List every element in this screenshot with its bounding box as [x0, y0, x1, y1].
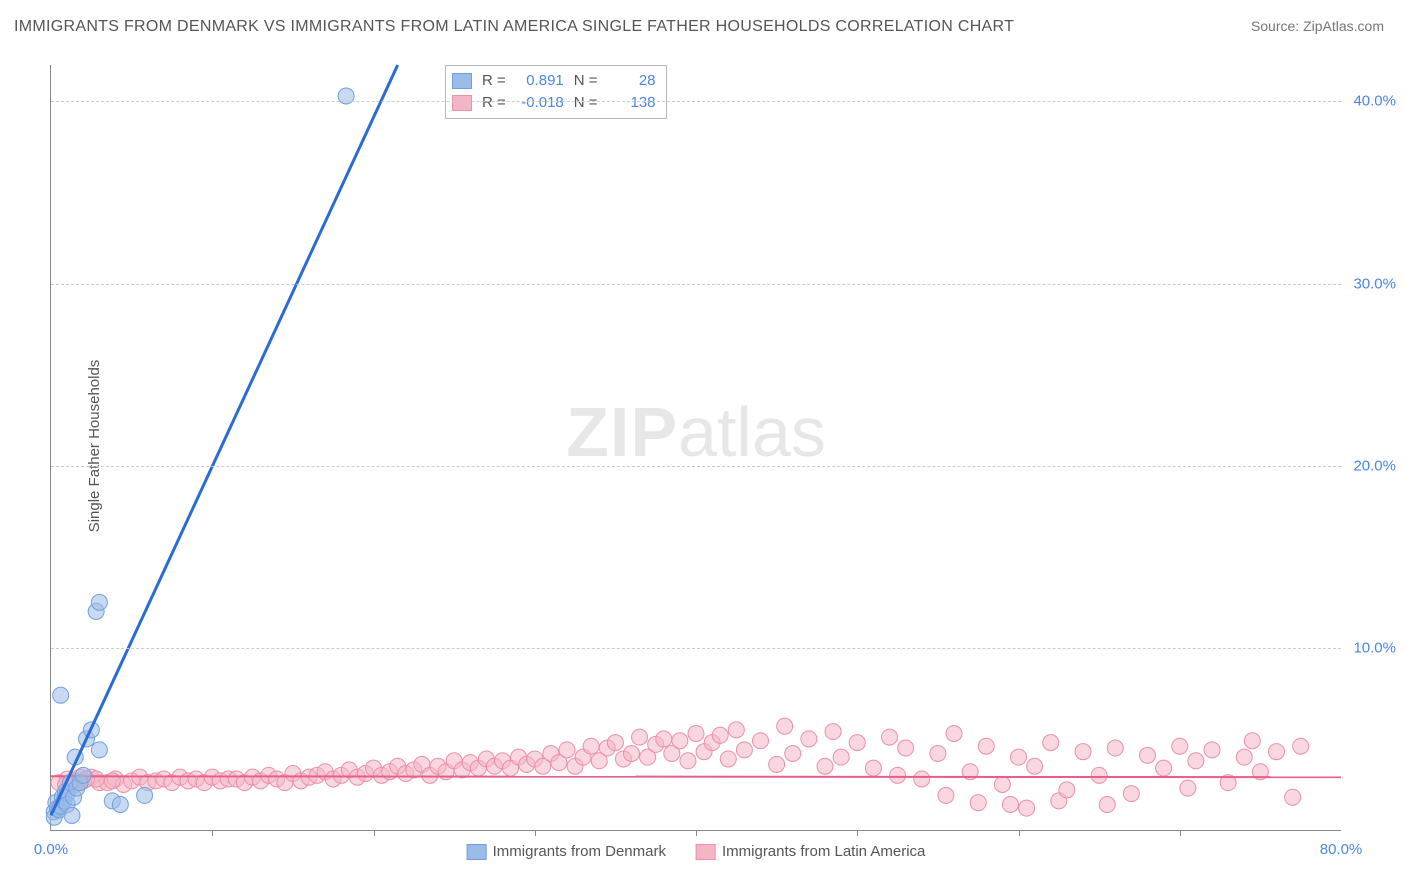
point-latin: [946, 725, 962, 741]
point-latin: [1204, 742, 1220, 758]
point-latin: [1091, 767, 1107, 783]
point-latin: [817, 758, 833, 774]
point-latin: [1011, 749, 1027, 765]
legend-label-latin: Immigrants from Latin America: [722, 843, 925, 860]
point-latin: [680, 753, 696, 769]
point-latin: [785, 746, 801, 762]
x-tick-label: 80.0%: [1320, 841, 1363, 858]
point-latin: [978, 738, 994, 754]
source-attribution: Source: ZipAtlas.com: [1251, 18, 1384, 34]
point-latin: [1107, 740, 1123, 756]
legend-label-denmark: Immigrants from Denmark: [493, 843, 666, 860]
regline-latin: [51, 776, 1341, 777]
point-denmark: [75, 767, 91, 783]
point-latin: [777, 718, 793, 734]
gridline: [51, 284, 1341, 285]
swatch-denmark: [452, 73, 472, 89]
x-tick-label: 0.0%: [34, 841, 68, 858]
point-latin: [104, 773, 120, 789]
point-latin: [736, 742, 752, 758]
x-tick-mark: [374, 830, 375, 836]
series-legend: Immigrants from Denmark Immigrants from …: [467, 843, 926, 860]
x-tick-mark: [857, 830, 858, 836]
point-denmark: [91, 594, 107, 610]
point-latin: [865, 760, 881, 776]
point-latin: [1269, 744, 1285, 760]
point-latin: [1293, 738, 1309, 754]
y-tick-label: 20.0%: [1353, 457, 1396, 474]
stats-legend: R = 0.891 N = 28 R = -0.018 N = 138: [445, 65, 667, 119]
x-tick-mark: [696, 830, 697, 836]
point-latin: [559, 742, 575, 758]
point-latin: [882, 729, 898, 745]
chart-title: IMMIGRANTS FROM DENMARK VS IMMIGRANTS FR…: [14, 18, 1014, 36]
legend-item-denmark: Immigrants from Denmark: [467, 843, 666, 860]
point-latin: [1180, 780, 1196, 796]
point-latin: [1043, 735, 1059, 751]
point-latin: [632, 729, 648, 745]
point-latin: [1244, 733, 1260, 749]
point-latin: [1027, 758, 1043, 774]
point-latin: [1019, 800, 1035, 816]
gridline: [51, 101, 1341, 102]
regline-denmark: [51, 65, 398, 815]
swatch-denmark-icon: [467, 844, 487, 860]
plot-area: ZIPatlas R = 0.891 N = 28 R = -0.018 N =…: [50, 65, 1341, 831]
point-latin: [898, 740, 914, 756]
point-latin: [994, 776, 1010, 792]
point-latin: [1156, 760, 1172, 776]
scatter-svg: [51, 65, 1341, 830]
point-latin: [833, 749, 849, 765]
point-denmark: [53, 687, 69, 703]
stats-row-denmark: R = 0.891 N = 28: [452, 70, 656, 92]
point-denmark: [91, 742, 107, 758]
point-latin: [712, 727, 728, 743]
point-latin: [1075, 744, 1091, 760]
point-latin: [825, 724, 841, 740]
point-latin: [688, 725, 704, 741]
point-latin: [1123, 786, 1139, 802]
legend-item-latin: Immigrants from Latin America: [696, 843, 925, 860]
x-tick-mark: [535, 830, 536, 836]
point-latin: [970, 795, 986, 811]
point-latin: [1172, 738, 1188, 754]
point-latin: [753, 733, 769, 749]
point-denmark: [112, 797, 128, 813]
point-latin: [938, 787, 954, 803]
point-latin: [890, 767, 906, 783]
gridline: [51, 648, 1341, 649]
point-latin: [769, 756, 785, 772]
point-latin: [801, 731, 817, 747]
point-latin: [849, 735, 865, 751]
point-latin: [624, 746, 640, 762]
point-denmark: [137, 787, 153, 803]
x-tick-mark: [1019, 830, 1020, 836]
swatch-latin-icon: [696, 844, 716, 860]
gridline: [51, 466, 1341, 467]
point-latin: [728, 722, 744, 738]
swatch-latin: [452, 95, 472, 111]
y-tick-label: 30.0%: [1353, 275, 1396, 292]
y-tick-label: 10.0%: [1353, 639, 1396, 656]
y-tick-label: 40.0%: [1353, 93, 1396, 110]
point-latin: [1099, 797, 1115, 813]
point-latin: [1059, 782, 1075, 798]
point-latin: [1285, 789, 1301, 805]
point-latin: [720, 751, 736, 767]
point-latin: [1002, 797, 1018, 813]
point-latin: [656, 731, 672, 747]
point-latin: [672, 733, 688, 749]
point-latin: [1236, 749, 1252, 765]
point-latin: [930, 746, 946, 762]
point-denmark: [64, 807, 80, 823]
point-latin: [607, 735, 623, 751]
point-latin: [1188, 753, 1204, 769]
x-tick-mark: [212, 830, 213, 836]
point-latin: [1140, 747, 1156, 763]
stats-row-latin: R = -0.018 N = 138: [452, 92, 656, 114]
point-latin: [583, 738, 599, 754]
x-tick-mark: [1180, 830, 1181, 836]
point-latin: [914, 771, 930, 787]
